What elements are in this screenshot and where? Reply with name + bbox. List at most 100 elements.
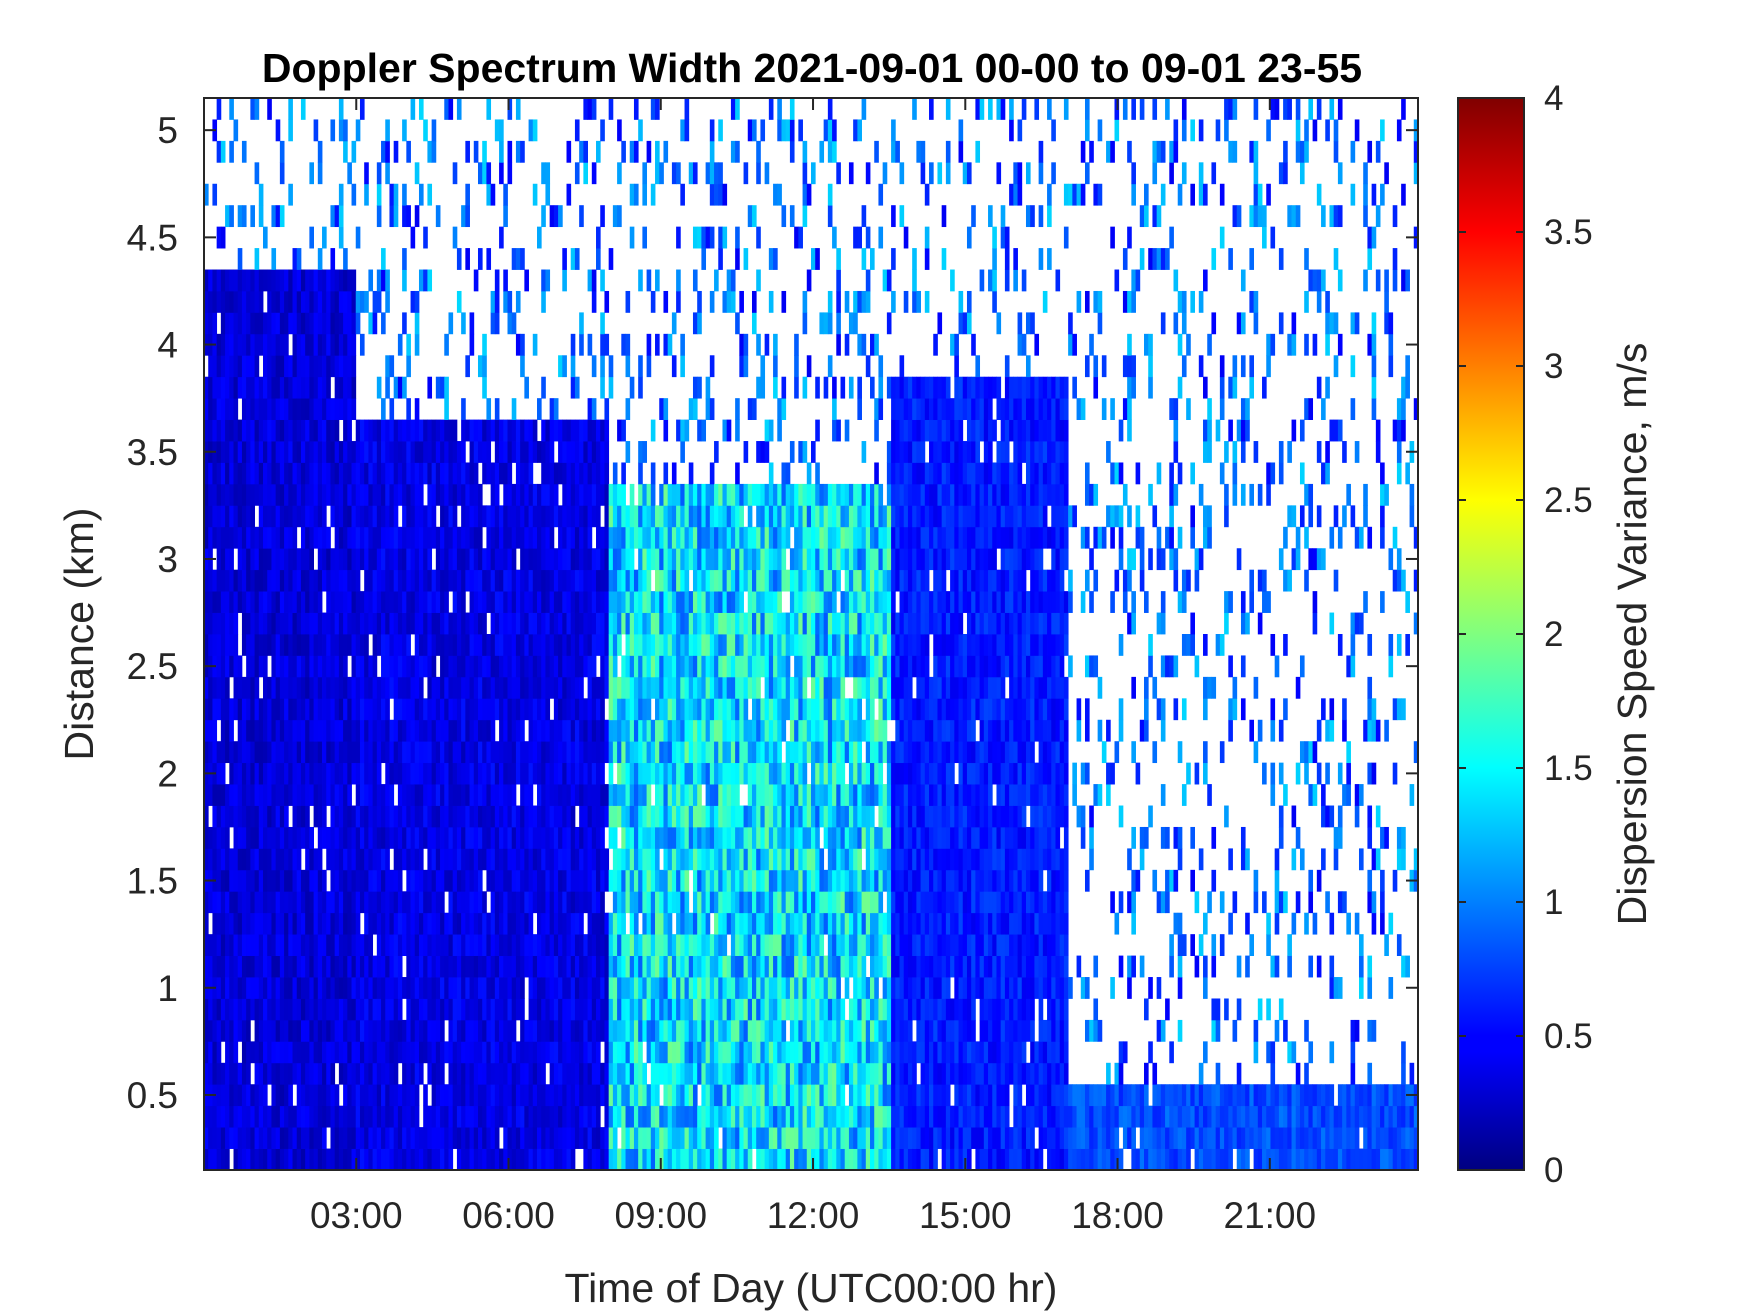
heatmap-cell xyxy=(747,1041,753,1064)
heatmap-cell xyxy=(549,1127,555,1149)
heatmap-cell xyxy=(393,1062,399,1085)
heatmap-cell xyxy=(351,1062,357,1085)
heatmap-cell xyxy=(397,848,403,871)
heatmap-cell xyxy=(655,269,660,292)
heatmap-cell xyxy=(444,1105,449,1128)
heatmap-cell xyxy=(735,612,740,635)
heatmap-cell xyxy=(237,848,243,871)
heatmap-cell xyxy=(515,1062,521,1085)
heatmap-cell xyxy=(241,634,247,656)
heatmap-cell xyxy=(275,1148,281,1171)
heatmap-cell xyxy=(469,1019,475,1042)
heatmap-cell xyxy=(233,634,239,656)
heatmap-cell xyxy=(621,483,626,506)
heatmap-cell xyxy=(359,891,365,914)
heatmap-cell xyxy=(524,612,529,635)
heatmap-cell xyxy=(322,826,327,849)
heatmap-cell xyxy=(275,1041,281,1064)
heatmap-cell xyxy=(204,805,209,828)
heatmap-cell xyxy=(376,1084,382,1107)
heatmap-cell xyxy=(216,355,222,378)
heatmap-cell xyxy=(250,612,255,635)
heatmap-cell xyxy=(216,698,222,721)
heatmap-cell xyxy=(305,1084,310,1107)
heatmap-cell xyxy=(305,1041,310,1064)
heatmap-cell xyxy=(397,462,403,485)
heatmap-cell xyxy=(482,912,487,935)
heatmap-cell xyxy=(250,805,255,828)
heatmap-cell xyxy=(313,762,319,785)
heatmap-cell xyxy=(376,741,382,764)
heatmap-cell xyxy=(372,526,378,549)
heatmap-cell xyxy=(351,526,357,549)
heatmap-cell xyxy=(473,998,479,1021)
heatmap-cell xyxy=(570,526,576,549)
heatmap-cell xyxy=(473,612,479,635)
heatmap-cell xyxy=(279,634,285,656)
heatmap-cell xyxy=(229,955,234,978)
heatmap-cell xyxy=(486,784,492,806)
heatmap-cell xyxy=(730,1041,736,1064)
heatmap-cell xyxy=(701,248,707,270)
heatmap-cell xyxy=(701,698,707,721)
heatmap-cell xyxy=(545,1019,551,1042)
heatmap-cell xyxy=(600,269,605,292)
heatmap-cell xyxy=(275,977,281,999)
heatmap-cell xyxy=(482,719,487,742)
heatmap-cell xyxy=(655,741,660,764)
heatmap-cell xyxy=(553,1105,559,1128)
heatmap-cell xyxy=(638,1084,643,1107)
heatmap-cell xyxy=(701,912,707,935)
heatmap-cell xyxy=(241,869,247,892)
heatmap-cell xyxy=(490,1148,496,1171)
heatmap-cell xyxy=(558,612,563,635)
heatmap-cell xyxy=(440,719,445,742)
heatmap-cell xyxy=(271,569,277,592)
heatmap-cell xyxy=(208,483,213,506)
heatmap-cell xyxy=(528,483,534,506)
heatmap-cell xyxy=(650,526,656,549)
heatmap-cell xyxy=(537,655,542,678)
heatmap-cell xyxy=(726,612,732,635)
heatmap-cell xyxy=(494,1041,500,1064)
heatmap-cell xyxy=(393,848,399,871)
heatmap-cell xyxy=(258,1105,264,1128)
heatmap-cell xyxy=(726,826,732,849)
heatmap-cell xyxy=(537,591,542,613)
heatmap-cell xyxy=(558,548,563,571)
heatmap-cell xyxy=(343,591,348,613)
heatmap-cell xyxy=(684,676,690,699)
heatmap-cell xyxy=(477,441,483,463)
heatmap-cell xyxy=(739,977,744,999)
heatmap-cell xyxy=(423,1105,428,1128)
heatmap-cell xyxy=(389,741,395,764)
heatmap-cell xyxy=(368,655,374,678)
heatmap-cell xyxy=(347,741,352,764)
heatmap-cell xyxy=(288,612,293,635)
heatmap-cell xyxy=(680,784,685,806)
heatmap-cell xyxy=(591,998,597,1021)
heatmap-cell xyxy=(233,612,239,635)
heatmap-cell xyxy=(633,762,639,785)
heatmap-cell xyxy=(279,869,285,892)
heatmap-cell xyxy=(680,419,685,442)
heatmap-cell xyxy=(507,548,513,571)
heatmap-cell xyxy=(410,762,416,785)
heatmap-cell xyxy=(440,462,445,485)
heatmap-cell xyxy=(747,1148,753,1171)
heatmap-cell xyxy=(410,1041,416,1064)
heatmap-cell xyxy=(663,741,669,764)
heatmap-cell xyxy=(452,226,458,249)
heatmap-cell xyxy=(528,805,534,828)
heatmap-cell xyxy=(258,526,264,549)
heatmap-cell xyxy=(747,591,753,613)
heatmap-cell xyxy=(490,826,496,849)
heatmap-cell xyxy=(676,483,681,506)
heatmap-cell xyxy=(714,1148,719,1171)
heatmap-cell xyxy=(570,1062,576,1085)
heatmap-cell xyxy=(461,312,466,335)
heatmap-cell xyxy=(570,1084,576,1107)
heatmap-cell xyxy=(300,462,306,485)
heatmap-cell xyxy=(431,591,437,613)
heatmap-cell xyxy=(208,269,213,292)
